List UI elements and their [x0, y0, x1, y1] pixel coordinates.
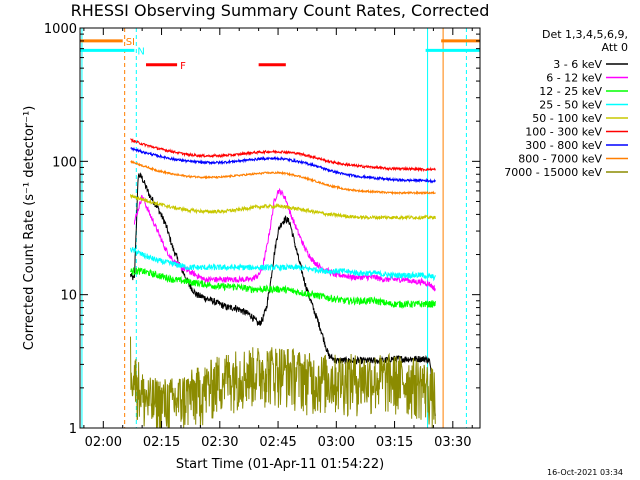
flag-bars: SIN F — [80, 37, 480, 72]
flag-label-n: N — [137, 46, 144, 57]
y-tick-label-0: 1 — [69, 422, 77, 437]
legend-label-8: 7000 - 15000 keV — [504, 166, 602, 179]
legend-label-3: 25 - 50 keV — [539, 99, 602, 112]
series-line-1 — [133, 187, 436, 292]
series-line-5 — [130, 138, 436, 173]
y-tick-label-1: 10 — [60, 289, 77, 304]
legend-label-0: 3 - 6 keV — [553, 58, 602, 71]
series-line-2 — [130, 266, 436, 309]
x-tick-label-0: 02:00 — [85, 435, 122, 450]
series-line-7 — [130, 160, 436, 196]
axes: 02:00 02:15 02:30 02:45 03:00 03:15 03:30 1 10 10… — [44, 22, 480, 450]
chart-title: RHESSI Observing Summary Count Rates, Co… — [71, 1, 490, 20]
y-axis-label: Corrected Count Rate (s⁻¹ detector⁻¹) — [22, 106, 37, 351]
flag-label-si: SI — [126, 37, 135, 48]
x-tick-label-1: 02:15 — [143, 435, 180, 450]
x-tick-label-4: 03:00 — [318, 435, 355, 450]
legend-label-5: 100 - 300 keV — [525, 126, 602, 139]
y-tick-label-3: 1000 — [44, 22, 77, 37]
legend-label-6: 300 - 800 keV — [525, 139, 602, 152]
footer-timestamp: 16-Oct-2021 03:34 — [547, 468, 623, 477]
series-lines — [130, 138, 436, 429]
x-axis-label: Start Time (01-Apr-11 01:54:22) — [176, 457, 384, 472]
flag-label-f: F — [180, 61, 186, 72]
series-line-8 — [130, 336, 436, 429]
series-line-3 — [130, 246, 436, 282]
legend-label-7: 800 - 7000 keV — [518, 153, 602, 166]
x-tick-label-2: 02:30 — [201, 435, 238, 450]
plot-frame — [79, 27, 481, 429]
legend-label-4: 50 - 100 keV — [532, 112, 602, 125]
legend-header-detectors: Det 1,3,4,5,6,9, — [542, 28, 628, 41]
y-tick-label-2: 100 — [52, 155, 77, 170]
x-tick-label-3: 02:45 — [259, 435, 296, 450]
x-tick-label-6: 03:30 — [434, 435, 471, 450]
x-tick-label-5: 03:15 — [376, 435, 413, 450]
legend-label-2: 12 - 25 keV — [539, 85, 602, 98]
legend-label-1: 6 - 12 keV — [546, 72, 602, 85]
legend-header-attenuator: Att 0 — [602, 41, 628, 54]
series-line-4 — [130, 193, 436, 221]
series-line-6 — [130, 146, 436, 184]
